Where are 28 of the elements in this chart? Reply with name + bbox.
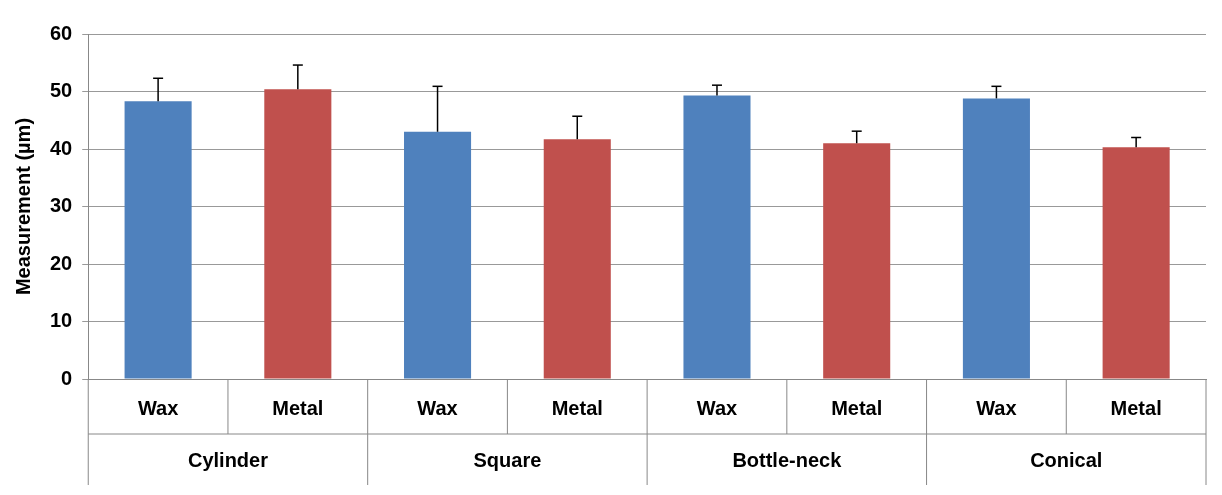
bar — [962, 98, 1030, 379]
y-tick-label: 20 — [50, 251, 73, 274]
y-tick-label: 10 — [50, 309, 73, 332]
series-label: Metal — [272, 396, 324, 419]
bar — [823, 143, 891, 379]
text: Wax — [417, 396, 458, 419]
y-axis-title: Measurement (µm) — [11, 117, 34, 296]
y-tick-label: 30 — [50, 194, 73, 217]
y-tick-label: 40 — [50, 136, 73, 159]
text: Metal — [831, 396, 883, 419]
x-tick-label: Cylinder — [187, 448, 269, 471]
text: Metal — [551, 396, 603, 419]
bar — [404, 131, 472, 379]
text: Wax — [976, 396, 1017, 419]
bar — [543, 139, 611, 379]
y-tick-label: 60 — [50, 21, 73, 44]
text: Wax — [696, 396, 738, 419]
bar — [1102, 147, 1170, 379]
x-tick-label: Square — [473, 448, 542, 471]
bar — [264, 89, 332, 379]
bar — [124, 101, 192, 379]
bar — [683, 95, 751, 379]
series-label: Wax — [137, 396, 179, 419]
y-tick-label: 50 — [50, 79, 73, 102]
x-tick-label: Bottle-neck — [732, 448, 843, 471]
text: Metal — [1110, 396, 1162, 419]
x-tick-label: Conical — [1030, 448, 1103, 471]
y-tick-label: 0 — [61, 366, 73, 389]
